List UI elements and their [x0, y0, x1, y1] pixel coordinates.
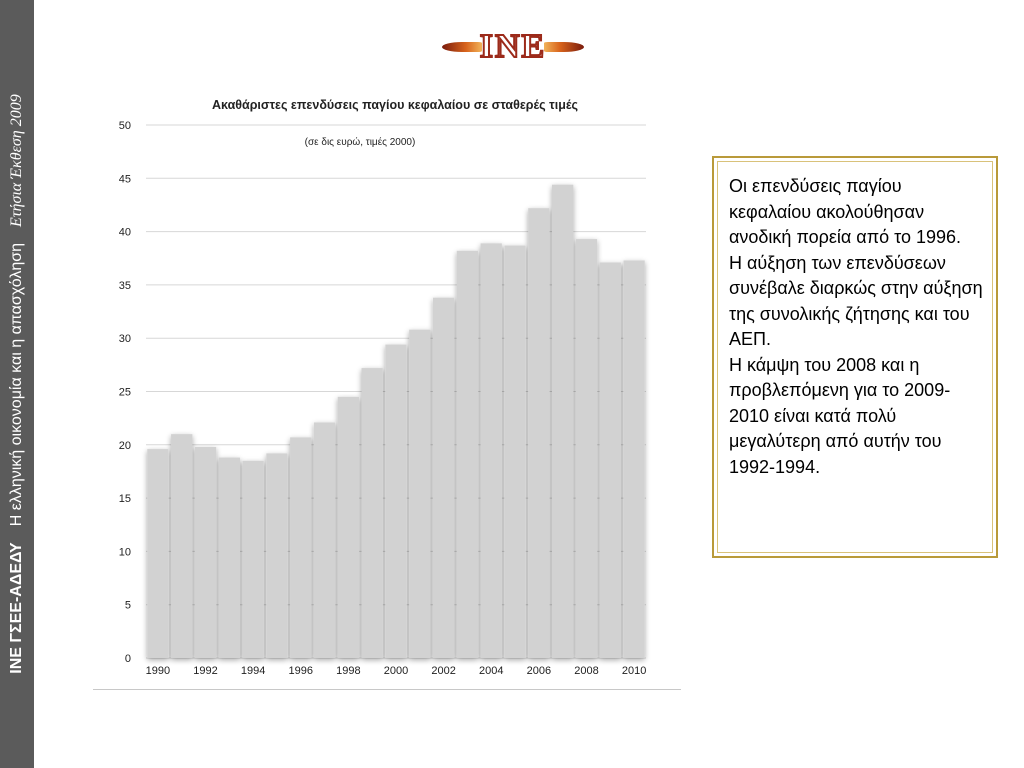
bar-1993: [218, 457, 240, 658]
bar-1991: [171, 434, 193, 658]
bar-1998: [337, 396, 360, 658]
bar-1994: [242, 460, 264, 658]
bar-2003: [456, 250, 479, 658]
y-tick-label-20: 20: [119, 440, 131, 452]
bar-1996: [290, 437, 312, 658]
logo-flame-right: [544, 42, 584, 52]
x-tick-label-2010: 2010: [622, 665, 646, 677]
y-axis-ticks: 0 5 10 15 20 25 30 35 40 45 50: [119, 120, 131, 665]
y-tick-label-50: 50: [119, 120, 131, 132]
bar-1990: [147, 449, 169, 658]
chart-subtitle: (σε δις ευρώ, τιμές 2000): [304, 137, 416, 148]
y-tick-label-0: 0: [125, 653, 131, 665]
y-tick-label-15: 15: [119, 493, 131, 505]
x-tick-label-1996: 1996: [289, 665, 313, 677]
bar-2007: [552, 184, 574, 659]
bar-2010: [623, 260, 645, 658]
x-tick-label-2004: 2004: [479, 665, 503, 677]
note-line-1: Οι επενδύσεις παγίου κεφαλαίου ακολούθησ…: [729, 176, 962, 247]
bar-1995: [266, 453, 288, 658]
bar-1999: [361, 368, 383, 658]
bar-2008: [575, 239, 598, 658]
y-tick-label-40: 40: [119, 227, 131, 239]
bar-2000: [385, 344, 407, 658]
ine-logo: INE: [438, 27, 588, 66]
note-box: Οι επενδύσεις παγίου κεφαλαίου ακολούθησ…: [712, 156, 998, 558]
bar-2001: [409, 329, 431, 658]
x-tick-label-2002: 2002: [431, 665, 455, 677]
x-tick-label-1990: 1990: [146, 665, 170, 677]
note-line-3: Η κάμψη του 2008 και η προβλεπόμενη για …: [729, 354, 951, 477]
note-text: Οι επενδύσεις παγίου κεφαλαίου ακολούθησ…: [717, 161, 993, 553]
x-tick-label-2000: 2000: [384, 665, 408, 677]
bar-1992: [194, 446, 217, 658]
x-tick-label-1998: 1998: [336, 665, 360, 677]
bar-2005: [504, 245, 526, 658]
y-tick-label-10: 10: [119, 546, 131, 558]
x-tick-label-2008: 2008: [574, 665, 598, 677]
x-tick-label-1992: 1992: [193, 665, 217, 677]
bar-2002: [432, 297, 455, 658]
bar-2009: [599, 262, 621, 658]
x-tick-label-1994: 1994: [241, 665, 265, 677]
bars: [147, 184, 645, 659]
note-line-2: Η αύξηση των επενδύσεων συνέβαλε διαρκώς…: [729, 252, 983, 350]
side-strip: ΙΝΕ ΓΣΕΕ-ΑΔΕΔΥ Η ελληνική οικονομία και …: [0, 0, 34, 768]
x-axis-ticks: 1990 1992 1994 1996 1998 2000 2002 2004 2006 2008…: [146, 665, 647, 677]
x-tick-label-2006: 2006: [527, 665, 551, 677]
y-tick-label-30: 30: [119, 333, 131, 345]
y-tick-label-45: 45: [119, 173, 131, 185]
bar-1997: [313, 422, 336, 658]
bar-2006: [528, 208, 550, 658]
y-tick-label-25: 25: [119, 387, 131, 399]
chart-baseline: [93, 689, 681, 690]
logo-flame-left: [442, 42, 482, 52]
logo-text: INE: [479, 27, 547, 66]
y-tick-label-5: 5: [125, 600, 131, 612]
y-tick-label-35: 35: [119, 280, 131, 292]
chart-title: Ακαθάριστες επενδύσεις παγίου κεφαλαίου …: [211, 98, 578, 112]
bar-2004: [480, 243, 502, 659]
